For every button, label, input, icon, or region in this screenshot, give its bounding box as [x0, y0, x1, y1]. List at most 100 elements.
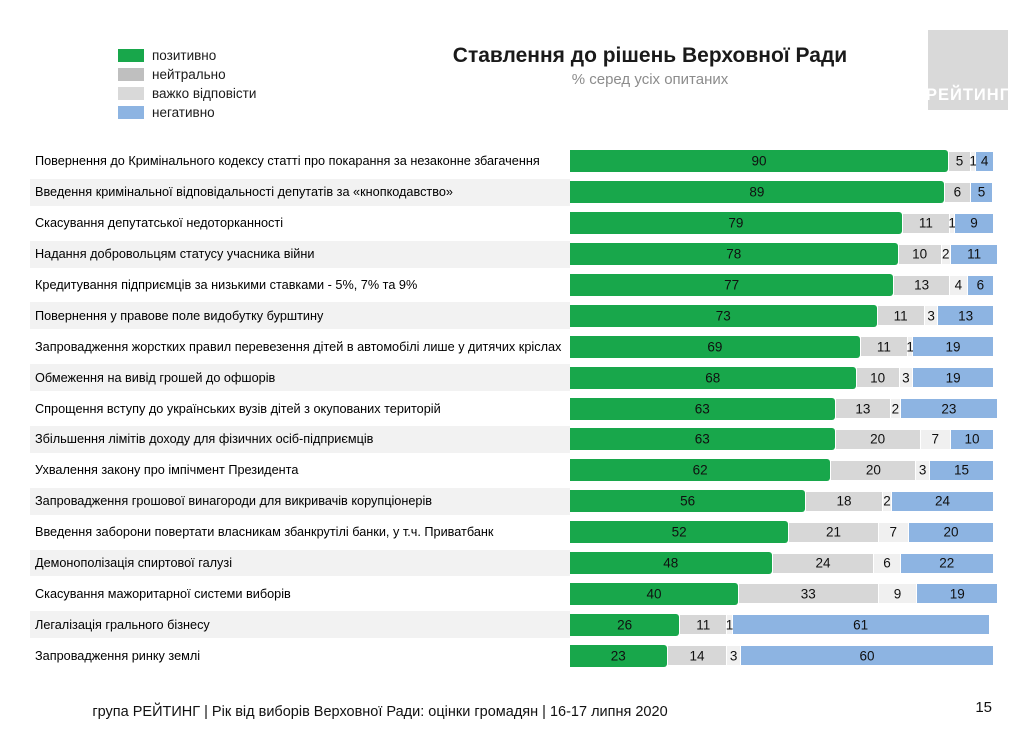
bar-segment-positive: 56 [570, 490, 806, 513]
bar-value: 4 [980, 153, 989, 169]
bar-value: 11 [876, 339, 891, 355]
bar-value: 10 [870, 370, 886, 386]
bar-segment-hard-to-answer: 1 [906, 337, 914, 357]
bar-segment-negative: 19 [917, 584, 998, 604]
bar-value: 79 [728, 215, 744, 231]
bar-value: 19 [945, 370, 961, 386]
bar-segment-negative: 5 [970, 182, 992, 202]
bar-segment-positive: 62 [570, 459, 831, 482]
bar-value: 10 [964, 431, 980, 447]
bar-value: 19 [945, 339, 961, 355]
bar-value: 89 [749, 184, 765, 200]
bar-value: 69 [707, 339, 723, 355]
page-subtitle: % серед усіх опитаних [571, 71, 729, 88]
chart-row: Легалізація грального бізнесу 26 11 1 61 [0, 609, 1024, 640]
bar-value: 68 [705, 370, 721, 386]
bar-value: 73 [715, 308, 731, 324]
bar-segment-positive: 63 [570, 428, 835, 451]
row-label: Надання добровольцям статусу учасника ві… [35, 247, 315, 262]
bar-segment-negative: 60 [740, 646, 993, 666]
page-title: Ставлення до рішень Верховної Ради [452, 44, 848, 67]
bar-value: 26 [617, 617, 633, 633]
bar-value: 10 [912, 246, 928, 262]
chart-row: Запровадження грошової винагороди для ви… [0, 486, 1024, 517]
chart-row: Повернення до Кримінального кодексу стат… [0, 146, 1024, 177]
row-label: Запровадження жорстких правил перевезенн… [35, 339, 562, 354]
bar-value: 6 [883, 555, 891, 571]
bar-segment-negative: 19 [913, 368, 993, 388]
bar-value: 2 [883, 493, 891, 509]
bar-value: 33 [800, 586, 816, 602]
bar-value: 14 [689, 648, 705, 664]
chart-row: Надання добровольцям статусу учасника ві… [0, 239, 1024, 270]
bar-value: 3 [927, 308, 935, 324]
bar-segment-positive: 79 [570, 212, 902, 235]
bar-segment-negative: 24 [892, 491, 993, 511]
chart-row: Скасування мажоритарної системи виборів 4… [0, 578, 1024, 609]
legend-item-hard-to-answer: важко відповісти [118, 84, 256, 103]
rating-logo-text: РЕЙТИНГ [925, 86, 1011, 104]
chart-legend: позитивно нейтрально важко відповісти не… [118, 46, 256, 122]
bar-value: 11 [918, 215, 933, 231]
row-label: Повернення до Кримінального кодексу стат… [35, 154, 540, 169]
row-bar: 63 20 7 10 [570, 428, 993, 451]
row-label: Кредитування підприємців за низькими ста… [35, 278, 418, 292]
bar-value: 7 [889, 524, 898, 540]
row-label: Демонополізація спиртової галузі [35, 556, 233, 571]
bar-value: 18 [836, 493, 852, 509]
bar-segment-negative: 10 [950, 429, 993, 449]
bar-value: 4 [954, 277, 963, 293]
chart-row: Введення кримінальної відповідальності д… [0, 177, 1024, 208]
bar-value: 20 [865, 462, 881, 478]
bar-segment-hard-to-answer: 1 [969, 151, 977, 171]
row-bar: 68 10 3 19 [570, 366, 993, 389]
bar-segment-hard-to-answer: 6 [874, 553, 900, 573]
bar-value: 3 [918, 462, 927, 478]
bar-segment-negative: 23 [900, 399, 998, 419]
bar-value: 1 [725, 617, 734, 633]
bar-segment-positive: 52 [570, 521, 789, 544]
bar-value: 24 [815, 555, 831, 571]
bar-value: 90 [751, 153, 767, 169]
row-label: Запровадження грошової винагороди для ви… [35, 494, 433, 509]
row-bar: 52 21 7 20 [570, 521, 993, 544]
row-label: Скасування депутатської недоторканності [35, 216, 284, 231]
bar-value: 60 [859, 648, 875, 664]
page-number: 15 [975, 699, 992, 716]
row-band [30, 302, 570, 330]
row-label: Спрощення вступу до українських вузів ді… [35, 401, 441, 416]
row-label: Легалізація грального бізнесу [35, 617, 210, 632]
row-bar: 90 5 1 4 [570, 150, 993, 173]
bar-value: 20 [943, 524, 959, 540]
bar-segment-hard-to-answer: 2 [891, 399, 900, 419]
legend-item-negative: негативно [118, 103, 256, 122]
bar-value: 11 [967, 246, 982, 262]
row-bar: 48 24 6 22 [570, 552, 993, 575]
bar-value: 52 [671, 524, 687, 540]
bar-value: 7 [931, 431, 940, 447]
row-bar: 26 11 1 61 [570, 613, 990, 636]
bar-segment-positive: 77 [570, 274, 894, 296]
legend-swatch-hard-to-answer [118, 87, 144, 100]
bar-segment-negative: 20 [908, 522, 993, 542]
row-bar: 69 11 1 19 [570, 335, 993, 358]
bar-segment-neutral: 14 [667, 646, 727, 666]
bar-value: 63 [694, 431, 710, 447]
bar-value: 22 [939, 555, 955, 571]
bar-segment-neutral: 10 [856, 368, 899, 388]
bar-value: 24 [935, 493, 951, 509]
bar-value: 6 [953, 184, 962, 200]
bar-segment-hard-to-answer: 7 [878, 522, 908, 542]
bar-segment-neutral: 21 [789, 522, 878, 542]
bar-value: 2 [942, 246, 950, 262]
bar-value: 23 [610, 648, 626, 664]
legend-label: нейтрально [152, 67, 226, 82]
bar-segment-neutral: 13 [894, 275, 949, 295]
row-label: Обмеження на вивід грошей до офшорів [35, 370, 276, 385]
chart-row: Ухвалення закону про імпічмент Президент… [0, 455, 1024, 486]
bar-segment-neutral: 11 [680, 615, 727, 635]
chart-rows: Повернення до Кримінального кодексу стат… [0, 146, 1024, 671]
bar-value: 23 [941, 401, 957, 417]
chart-row: Демонополізація спиртової галузі 48 24 6 22 [0, 548, 1024, 579]
